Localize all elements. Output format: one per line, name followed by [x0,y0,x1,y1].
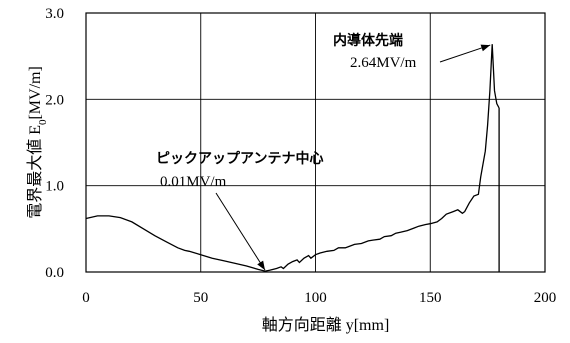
annotation-pickup-label: ピックアップアンテナ中心 [156,150,323,167]
annotation-pickup-arrow [215,192,266,271]
y-axis-title-sub: 0 [37,119,49,125]
y-tick-label: 2.0 [45,92,64,108]
annotation-inner-conductor-tip: 内導体先端 2.64MV/m [333,32,491,71]
x-tick-label: 150 [419,290,442,306]
annotation-pickup-antenna-center: ピックアップアンテナ中心 0.01MV/m [156,150,323,271]
x-tick-label: 200 [534,290,557,306]
tick-labels: 0 50 100 150 200 0.0 1.0 2.0 3.0 [45,6,556,306]
svg-text:電界最大値 E0[MV/m]: 電界最大値 E0[MV/m] [26,66,49,219]
y-axis-title-unit: [MV/m] [27,66,44,119]
plot-frame [85,12,546,273]
x-axis-title: 軸方向距離 y[mm] [262,316,390,334]
grid [86,13,545,272]
y-tick-label: 0.0 [45,265,64,281]
series-line [85,44,500,272]
y-tick-label: 3.0 [45,6,64,22]
annotation-pickup-arrowhead [257,260,266,271]
annotation-tip-value: 2.64MV/m [350,55,417,71]
y-axis-title: 電界最大値 E0[MV/m] [26,66,49,219]
x-tick-label: 100 [304,290,327,306]
annotation-tip-label: 内導体先端 [333,32,403,49]
annotation-pickup-value: 0.01MV/m [160,174,227,190]
y-tick-label: 1.0 [45,179,64,195]
y-axis-title-main: 電界最大値 E [26,125,44,219]
x-tick-label: 50 [193,290,208,306]
x-tick-label: 0 [82,290,90,306]
annotation-tip-arrowhead [480,44,491,52]
